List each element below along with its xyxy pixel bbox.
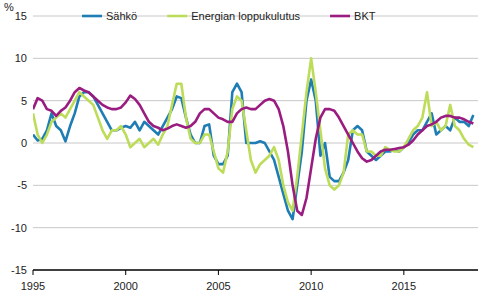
grid-line (33, 58, 478, 59)
series-line (33, 88, 473, 215)
x-tick (33, 270, 34, 275)
legend-swatch (167, 15, 187, 18)
legend-swatch (82, 15, 102, 18)
y-tick-label: 0 (21, 137, 27, 149)
x-tick (125, 270, 126, 275)
y-tick-label: -15 (11, 264, 27, 276)
series-line (33, 80, 473, 220)
y-tick-label: 15 (15, 10, 27, 22)
x-tick-label: 2000 (113, 280, 137, 292)
plot-area (33, 58, 473, 219)
x-tick-label: 2005 (206, 280, 230, 292)
legend-label: Sähkö (106, 10, 137, 22)
legend-label: BKT (354, 10, 376, 22)
grid-line (33, 185, 478, 186)
legend-swatch (330, 15, 350, 18)
x-tick (403, 270, 404, 275)
x-tick-label: 1995 (21, 280, 45, 292)
legend-label: Energian loppukulutus (191, 10, 300, 22)
legend: Sähkö Energian loppukulutus BKT (82, 10, 376, 22)
x-tick-label: 2010 (299, 280, 323, 292)
grid-line (33, 270, 478, 271)
y-tick-label: 5 (21, 95, 27, 107)
y-axis-label: % (4, 1, 14, 13)
y-tick-label: 10 (15, 52, 27, 64)
series-line (33, 58, 473, 210)
grid-line (33, 227, 478, 228)
y-tick-label: -10 (11, 222, 27, 234)
x-tick (218, 270, 219, 275)
chart: -15 -10 -5 0 5 10 15% 1995 2000 2005 2010 2015 Sähkö… (0, 0, 491, 302)
x-axis (33, 270, 478, 271)
x-tick (311, 270, 312, 275)
y-tick-label: -5 (17, 179, 27, 191)
x-tick-label: 2015 (392, 280, 416, 292)
